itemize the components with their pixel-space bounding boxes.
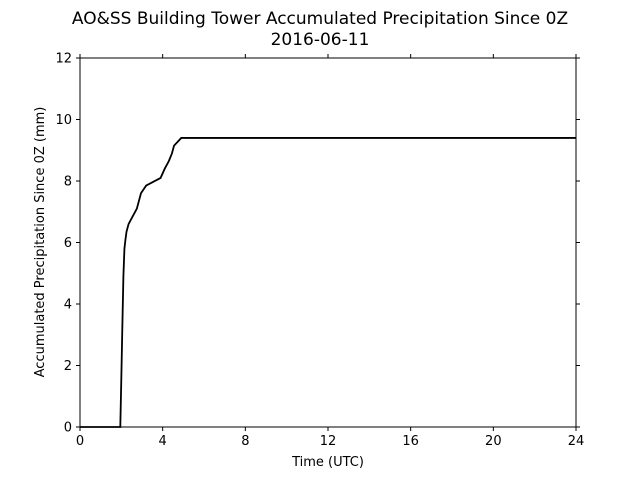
x-tick-label: 4 (159, 434, 167, 449)
plot-area (80, 58, 576, 427)
x-axis: 0 4 8 12 16 20 24 (76, 54, 584, 449)
y-tick-label: 2 (64, 359, 72, 374)
y-tick-label: 8 (64, 175, 72, 190)
x-tick-label: 8 (241, 434, 249, 449)
precipitation-series-line (80, 137, 576, 428)
chart-subtitle: 2016-06-11 (271, 30, 370, 50)
chart-title: AO&SS Building Tower Accumulated Precipi… (72, 9, 568, 29)
y-axis: 0 2 4 6 8 10 12 (55, 52, 580, 436)
x-tick-label: 16 (402, 434, 419, 449)
y-tick-label: 6 (64, 236, 72, 251)
x-tick-label: 20 (485, 434, 502, 449)
y-tick-label: 0 (64, 421, 72, 436)
x-tick-label: 12 (320, 434, 337, 449)
x-tick-label: 24 (568, 434, 585, 449)
y-tick-label: 12 (55, 52, 72, 67)
x-axis-label: Time (UTC) (291, 455, 364, 470)
y-tick-label: 10 (55, 113, 72, 128)
plot-frame (79, 57, 577, 428)
x-tick-label: 0 (76, 434, 84, 449)
y-axis-label: Accumulated Precipitation Since 0Z (mm) (33, 107, 48, 378)
y-tick-label: 4 (64, 298, 72, 313)
